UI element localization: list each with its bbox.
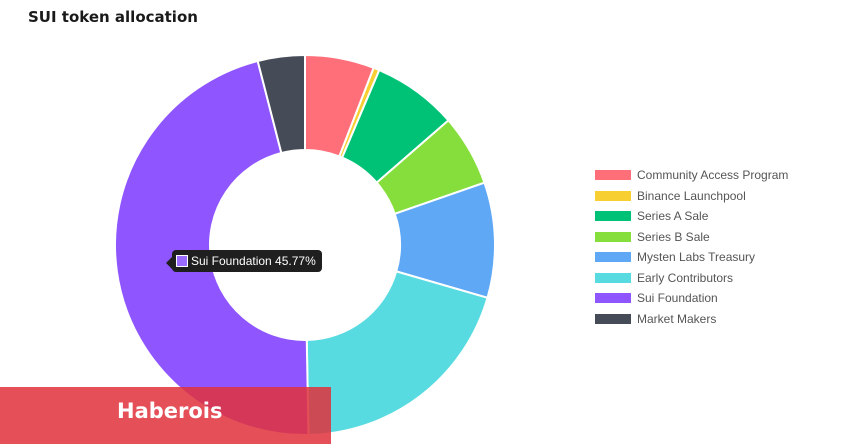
legend-item[interactable]: Community Access Program: [595, 165, 788, 186]
legend-swatch: [595, 170, 631, 181]
legend-swatch: [595, 190, 631, 201]
tooltip-label: Sui Foundation 45.77%: [191, 254, 316, 268]
legend-label: Sui Foundation: [637, 291, 718, 306]
legend-item[interactable]: Market Makers: [595, 309, 788, 330]
legend-item[interactable]: Binance Launchpool: [595, 186, 788, 207]
legend-item[interactable]: Early Contributors: [595, 268, 788, 289]
legend-swatch: [595, 231, 631, 242]
legend-swatch: [595, 252, 631, 263]
legend-label: Early Contributors: [637, 270, 734, 285]
legend-label: Market Makers: [637, 311, 717, 326]
legend-label: Binance Launchpool: [637, 188, 746, 203]
legend-swatch: [595, 293, 631, 304]
legend-item[interactable]: Series B Sale: [595, 227, 788, 248]
donut-slice-market-makers[interactable]: [256, 53, 306, 155]
watermark-text: Haberois: [117, 399, 223, 423]
donut-slice-sui-foundation[interactable]: [114, 59, 310, 436]
donut-chart: [114, 53, 496, 436]
chart-tooltip: Sui Foundation 45.77%: [166, 250, 322, 272]
legend-swatch: [595, 313, 631, 324]
chart-title: SUI token allocation: [28, 8, 198, 26]
tooltip-color-swatch: [176, 255, 188, 267]
legend-item[interactable]: Series A Sale: [595, 206, 788, 227]
legend-label: Mysten Labs Treasury: [637, 250, 756, 265]
chart-legend: Community Access Program Binance Launchpo…: [595, 165, 788, 329]
legend-item[interactable]: Sui Foundation: [595, 288, 788, 309]
watermark-banner: Haberois: [0, 387, 331, 444]
legend-swatch: [595, 272, 631, 283]
legend-label: Series A Sale: [637, 209, 709, 224]
legend-label: Series B Sale: [637, 229, 710, 244]
donut-slice-early-contributors[interactable]: [305, 270, 489, 436]
legend-label: Community Access Program: [637, 168, 789, 183]
legend-swatch: [595, 211, 631, 222]
legend-item[interactable]: Mysten Labs Treasury: [595, 247, 788, 268]
